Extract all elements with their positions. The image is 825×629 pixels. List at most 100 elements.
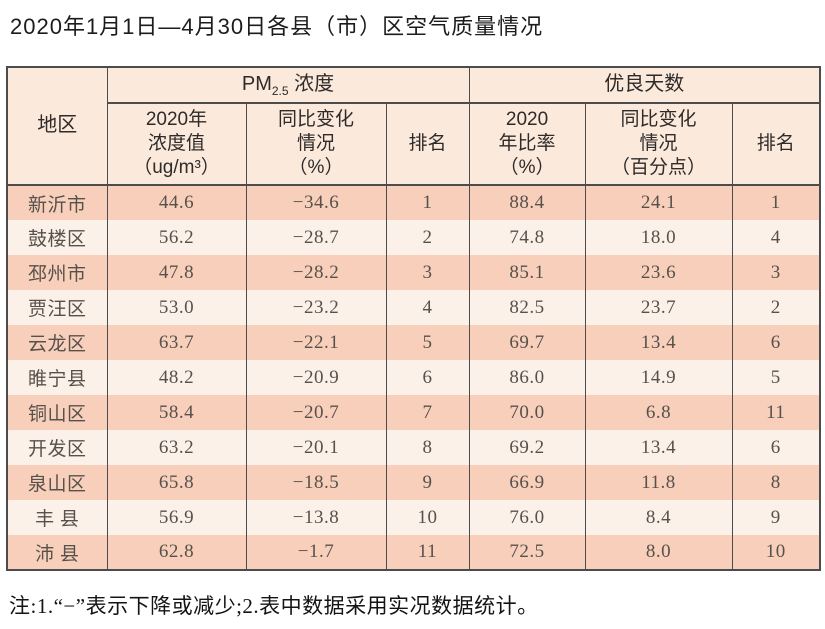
pm-change-cell: −13.8 bbox=[245, 500, 387, 535]
column-group-good-days: 优良天数 bbox=[468, 66, 821, 104]
table-row: 新沂市 44.6 −34.6 1 88.4 24.1 1 bbox=[6, 185, 821, 220]
pm-change-cell: −1.7 bbox=[245, 535, 387, 570]
days-rank-cell: 5 bbox=[731, 360, 821, 395]
days-rank-cell: 8 bbox=[731, 465, 821, 500]
header-group-row: 地区 PM2.5 浓度 优良天数 bbox=[6, 66, 821, 186]
region-cell: 睢宁县 bbox=[6, 360, 108, 395]
pm-change-cell: −20.9 bbox=[245, 360, 387, 395]
pm-change-cell: −34.6 bbox=[245, 185, 387, 220]
days-rate-cell: 69.7 bbox=[468, 325, 586, 360]
column-header-days-rate: 2020 年比率 （%） bbox=[468, 102, 586, 186]
table-row: 开发区 63.2 −20.1 8 69.2 13.4 6 bbox=[6, 430, 821, 465]
column-header-pm-value: 2020年 浓度值 （ug/m³） bbox=[106, 102, 247, 186]
pm-change-cell: −20.7 bbox=[245, 395, 387, 430]
region-cell: 新沂市 bbox=[6, 185, 108, 220]
region-cell: 贾汪区 bbox=[6, 290, 108, 325]
region-cell: 铜山区 bbox=[6, 395, 108, 430]
column-header-pm-rank: 排名 bbox=[385, 102, 470, 186]
column-header-days-change: 同比变化 情况 （百分点） bbox=[584, 102, 733, 186]
pm-rank-cell: 8 bbox=[385, 430, 470, 465]
region-cell: 邳州市 bbox=[6, 255, 108, 290]
days-rank-cell: 6 bbox=[731, 325, 821, 360]
days-rate-cell: 82.5 bbox=[468, 290, 586, 325]
days-rate-cell: 72.5 bbox=[468, 535, 586, 570]
region-cell: 云龙区 bbox=[6, 325, 108, 360]
header-sub-row: 2020年 浓度值 （ug/m³） 同比变化 情况 （%） 排名 2020 年比… bbox=[7, 102, 821, 186]
table-row: 泉山区 65.8 −18.5 9 66.9 11.8 8 bbox=[6, 465, 821, 500]
pm-value-cell: 53.0 bbox=[106, 290, 247, 325]
days-change-cell: 11.8 bbox=[584, 465, 733, 500]
pm-value-cell: 63.7 bbox=[106, 325, 247, 360]
footnote: 注:1.“−”表示下降或减少;2.表中数据采用实况数据统计。 bbox=[9, 594, 539, 618]
days-rate-cell: 70.0 bbox=[468, 395, 586, 430]
region-cell: 鼓楼区 bbox=[6, 220, 108, 255]
column-header-days-rank: 排名 bbox=[731, 102, 821, 186]
pm-rank-cell: 4 bbox=[385, 290, 470, 325]
table-body: 新沂市 44.6 −34.6 1 88.4 24.1 1 鼓楼区 56.2 −2… bbox=[6, 185, 821, 570]
region-cell: 沛 县 bbox=[6, 535, 108, 570]
days-rank-cell: 6 bbox=[731, 430, 821, 465]
pm-rank-cell: 7 bbox=[385, 395, 470, 430]
days-rank-cell: 2 bbox=[731, 290, 821, 325]
days-rate-cell: 66.9 bbox=[468, 465, 586, 500]
pm-value-cell: 65.8 bbox=[106, 465, 247, 500]
pm-change-cell: −18.5 bbox=[245, 465, 387, 500]
page-title: 2020年1月1日—4月30日各县（市）区空气质量情况 bbox=[10, 14, 544, 39]
pm25-label-suffix: 浓度 bbox=[288, 73, 335, 96]
column-header-region: 地区 bbox=[6, 66, 108, 186]
pm25-label-prefix: PM bbox=[241, 73, 272, 96]
table-row: 云龙区 63.7 −22.1 5 69.7 13.4 6 bbox=[6, 325, 821, 360]
region-cell: 泉山区 bbox=[6, 465, 108, 500]
pm-value-cell: 48.2 bbox=[106, 360, 247, 395]
days-change-cell: 6.8 bbox=[584, 395, 733, 430]
days-rate-cell: 86.0 bbox=[468, 360, 586, 395]
days-rank-cell: 9 bbox=[731, 500, 821, 535]
pm-rank-cell: 2 bbox=[385, 220, 470, 255]
pm-rank-cell: 5 bbox=[385, 325, 470, 360]
table-row: 铜山区 58.4 −20.7 7 70.0 6.8 11 bbox=[6, 395, 821, 430]
region-cell: 开发区 bbox=[6, 430, 108, 465]
pm-value-cell: 58.4 bbox=[106, 395, 247, 430]
days-change-cell: 23.6 bbox=[584, 255, 733, 290]
days-rate-cell: 85.1 bbox=[468, 255, 586, 290]
pm-rank-cell: 9 bbox=[385, 465, 470, 500]
days-rank-cell: 11 bbox=[731, 395, 821, 430]
days-change-cell: 13.4 bbox=[584, 325, 733, 360]
days-rate-cell: 74.8 bbox=[468, 220, 586, 255]
pm-rank-cell: 11 bbox=[385, 535, 470, 570]
table-header: 地区 PM2.5 浓度 优良天数 2020年 浓度值 （ug/m³） 同比变化 … bbox=[6, 66, 821, 186]
column-group-pm25: PM2.5 浓度 bbox=[106, 66, 470, 104]
pm-rank-cell: 1 bbox=[385, 185, 470, 220]
pm-value-cell: 44.6 bbox=[106, 185, 247, 220]
days-change-cell: 18.0 bbox=[584, 220, 733, 255]
days-rank-cell: 4 bbox=[731, 220, 821, 255]
pm-value-cell: 56.2 bbox=[106, 220, 247, 255]
table-row: 贾汪区 53.0 −23.2 4 82.5 23.7 2 bbox=[6, 290, 821, 325]
days-change-cell: 24.1 bbox=[584, 185, 733, 220]
table-row: 沛 县 62.8 −1.7 11 72.5 8.0 10 bbox=[6, 535, 821, 570]
days-rank-cell: 3 bbox=[731, 255, 821, 290]
table-row: 睢宁县 48.2 −20.9 6 86.0 14.9 5 bbox=[6, 360, 821, 395]
pm-value-cell: 56.9 bbox=[106, 500, 247, 535]
pm-rank-cell: 10 bbox=[385, 500, 470, 535]
column-header-pm-change: 同比变化 情况 （%） bbox=[245, 102, 387, 186]
days-rank-cell: 10 bbox=[731, 535, 821, 570]
pm-change-cell: −28.7 bbox=[245, 220, 387, 255]
table-row: 鼓楼区 56.2 −28.7 2 74.8 18.0 4 bbox=[6, 220, 821, 255]
days-change-cell: 13.4 bbox=[584, 430, 733, 465]
days-rank-cell: 1 bbox=[731, 185, 821, 220]
table-row: 丰 县 56.9 −13.8 10 76.0 8.4 9 bbox=[6, 500, 821, 535]
days-rate-cell: 69.2 bbox=[468, 430, 586, 465]
region-cell: 丰 县 bbox=[6, 500, 108, 535]
pm-rank-cell: 3 bbox=[385, 255, 470, 290]
pm-change-cell: −23.2 bbox=[245, 290, 387, 325]
pm-change-cell: −20.1 bbox=[245, 430, 387, 465]
pm-rank-cell: 6 bbox=[385, 360, 470, 395]
days-rate-cell: 76.0 bbox=[468, 500, 586, 535]
days-change-cell: 8.0 bbox=[584, 535, 733, 570]
days-change-cell: 23.7 bbox=[584, 290, 733, 325]
table-row: 邳州市 47.8 −28.2 3 85.1 23.6 3 bbox=[6, 255, 821, 290]
days-rate-cell: 88.4 bbox=[468, 185, 586, 220]
pm-change-cell: −22.1 bbox=[245, 325, 387, 360]
pm25-subscript: 2.5 bbox=[271, 84, 289, 99]
